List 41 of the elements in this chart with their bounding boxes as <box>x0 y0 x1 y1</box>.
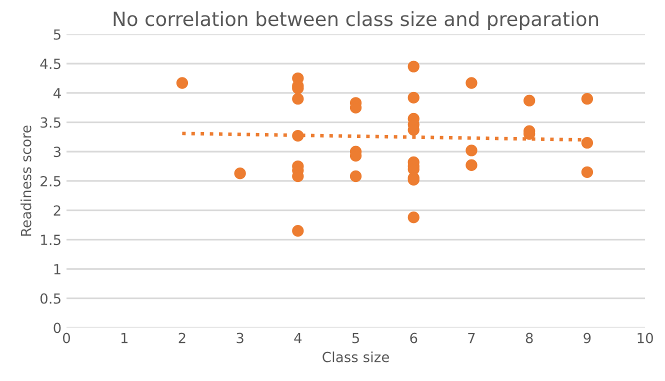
y-tick-label: 0 <box>54 322 61 334</box>
point <box>466 159 478 171</box>
point <box>292 92 304 105</box>
point <box>408 92 420 104</box>
x-tick-label: 2 <box>178 332 186 344</box>
y-tick-label: 3 <box>54 146 61 158</box>
y-tick-label: 1 <box>54 264 60 274</box>
y-tick-label: 2.5 <box>40 176 60 186</box>
y-tick-label: 3.5 <box>40 117 60 128</box>
point <box>350 170 362 182</box>
point <box>408 60 420 72</box>
x-tick-label: 1 <box>121 332 128 344</box>
y-tick-label: 4 <box>53 88 61 98</box>
point <box>581 92 594 105</box>
x-tick-label: 10 <box>638 332 653 344</box>
point <box>292 225 304 237</box>
x-tick-label: 7 <box>468 332 475 344</box>
point <box>523 94 536 106</box>
y-tick-label: 0.5 <box>40 293 60 304</box>
point <box>234 168 246 180</box>
x-tick-label: 0 <box>62 332 70 344</box>
point <box>466 77 478 89</box>
x-tick-label: 4 <box>294 332 302 344</box>
point <box>176 77 188 89</box>
point <box>581 166 594 178</box>
chart-title: No correlation between class size and preparation <box>114 11 598 30</box>
x-tick-label: 3 <box>236 332 244 344</box>
x-tick-label: 6 <box>410 332 418 344</box>
y-tick-label: 5 <box>54 29 60 40</box>
y-axis-title: Readiness score <box>20 126 32 236</box>
point <box>292 130 304 142</box>
x-tick-label: 5 <box>352 332 359 344</box>
point <box>466 144 478 156</box>
y-tick-label: 4.5 <box>40 58 60 70</box>
x-axis-title: Class size <box>322 352 389 362</box>
y-tick-label: 2 <box>54 205 60 216</box>
y-tick-label: 1.5 <box>41 234 60 246</box>
x-tick-label: 8 <box>526 332 533 344</box>
point <box>581 136 594 149</box>
x-tick-label: 9 <box>584 332 591 344</box>
point <box>408 212 420 224</box>
